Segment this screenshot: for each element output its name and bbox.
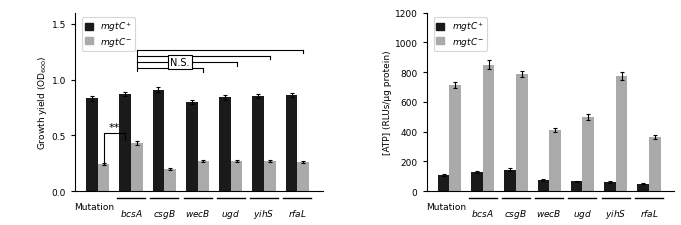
Text: $\mathit{csgB}$: $\mathit{csgB}$	[153, 207, 176, 220]
Bar	[164, 169, 176, 191]
Text: $\mathit{rfaL}$: $\mathit{rfaL}$	[639, 207, 659, 218]
Bar	[98, 165, 110, 191]
Text: $\mathit{yihS}$: $\mathit{yihS}$	[253, 207, 274, 220]
Bar	[153, 90, 164, 191]
Text: Mutation: Mutation	[74, 202, 114, 211]
Text: **: **	[109, 122, 120, 132]
Bar	[231, 161, 242, 191]
Bar	[286, 96, 298, 191]
Text: $\mathit{wecB}$: $\mathit{wecB}$	[185, 207, 210, 218]
Bar	[471, 172, 483, 191]
Bar	[516, 74, 528, 191]
Bar	[264, 161, 276, 191]
Text: $\mathit{ugd}$: $\mathit{ugd}$	[221, 207, 240, 220]
Bar	[253, 97, 264, 191]
Bar	[438, 175, 449, 191]
Text: $\mathit{bcsA}$: $\mathit{bcsA}$	[471, 207, 494, 218]
Bar	[298, 162, 309, 191]
Bar	[505, 170, 516, 191]
Bar	[537, 180, 549, 191]
Bar	[483, 65, 494, 191]
Bar	[649, 137, 661, 191]
Bar	[582, 117, 594, 191]
Bar	[119, 94, 131, 191]
Text: $\mathit{bcsA}$: $\mathit{bcsA}$	[120, 207, 142, 218]
Bar	[571, 182, 582, 191]
Text: $\mathit{rfaL}$: $\mathit{rfaL}$	[288, 207, 306, 218]
Y-axis label: Growth yield (OD$_{600}$): Growth yield (OD$_{600}$)	[35, 55, 49, 150]
Bar	[197, 161, 209, 191]
Bar	[449, 86, 461, 191]
Bar	[549, 130, 561, 191]
Text: $\mathit{yihS}$: $\mathit{yihS}$	[605, 207, 627, 220]
Text: N.S.: N.S.	[170, 58, 190, 68]
Text: Mutation: Mutation	[426, 202, 466, 211]
Bar	[86, 99, 98, 191]
Text: $\mathit{csgB}$: $\mathit{csgB}$	[505, 207, 528, 220]
Text: $\mathit{wecB}$: $\mathit{wecB}$	[537, 207, 562, 218]
Legend: mgtC$^+$, mgtC$^-$: mgtC$^+$, mgtC$^-$	[82, 18, 135, 51]
Bar	[637, 184, 649, 191]
Bar	[604, 182, 616, 191]
Bar	[131, 144, 143, 191]
Bar	[219, 98, 231, 191]
Bar	[616, 76, 627, 191]
Text: $\mathit{ugd}$: $\mathit{ugd}$	[573, 207, 592, 220]
Legend: mgtC$^+$, mgtC$^-$: mgtC$^+$, mgtC$^-$	[434, 18, 486, 51]
Y-axis label: [ATP] (RLUs/μg protein): [ATP] (RLUs/μg protein)	[383, 50, 392, 154]
Bar	[186, 102, 197, 191]
